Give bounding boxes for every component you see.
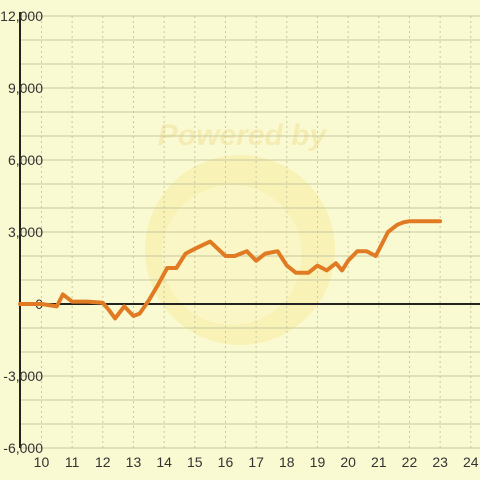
x-tick-label: 21 [371, 454, 387, 470]
y-tick-label: 9,000 [8, 80, 43, 96]
watermark: Powered by [145, 119, 335, 345]
x-tick-label: 15 [187, 454, 203, 470]
x-tick-label: 18 [279, 454, 295, 470]
x-tick-label: 23 [432, 454, 448, 470]
x-tick-label: 22 [402, 454, 418, 470]
x-tick-label: 14 [156, 454, 172, 470]
x-tick-label: 13 [126, 454, 142, 470]
x-tick-label: 10 [34, 454, 50, 470]
y-tick-label: -3,000 [3, 368, 43, 384]
x-tick-label: 16 [218, 454, 234, 470]
y-tick-label: -6,000 [3, 440, 43, 456]
y-tick-label: 6,000 [8, 152, 43, 168]
watermark-logo [145, 155, 335, 345]
y-tick-label: 3,000 [8, 224, 43, 240]
x-tick-label: 12 [95, 454, 111, 470]
x-tick-label: 11 [65, 454, 80, 470]
x-tick-label: 17 [248, 454, 264, 470]
series-group [18, 219, 443, 321]
series-line [18, 219, 443, 321]
x-tick-label: 19 [310, 454, 326, 470]
y-tick-label: 12,000 [0, 8, 43, 24]
grid [20, 15, 480, 449]
x-tick-labels: 10 11 12 13 14 15 16 17 18 19 20 21 22 23 24 [34, 454, 479, 470]
x-tick-label: 20 [340, 454, 356, 470]
x-tick-label: 24 [463, 454, 479, 470]
